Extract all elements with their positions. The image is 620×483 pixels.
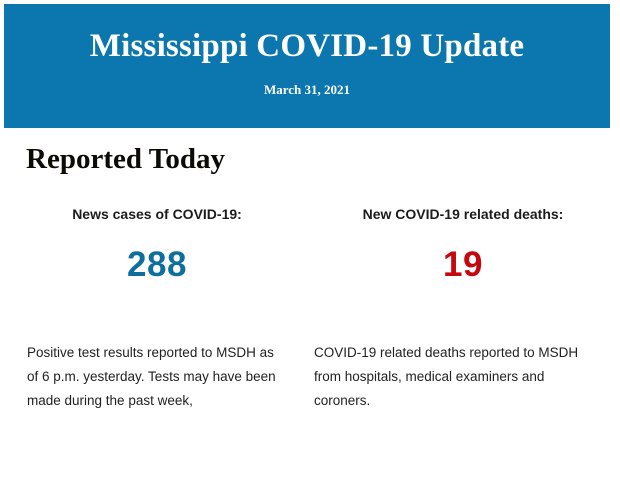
page-title: Mississippi COVID-19 Update — [89, 28, 525, 64]
note-column-new-cases: Positive test results reported to MSDH a… — [4, 341, 310, 413]
header-banner: Mississippi COVID-19 Update March 31, 20… — [4, 4, 610, 128]
note-column-new-deaths: COVID-19 related deaths reported to MSDH… — [310, 341, 616, 413]
note-text-new-cases: Positive test results reported to MSDH a… — [27, 345, 276, 408]
stat-column-new-cases: News cases of COVID-19: 288 — [4, 205, 310, 285]
note-text-new-deaths: COVID-19 related deaths reported to MSDH… — [314, 345, 579, 408]
notes-row: Positive test results reported to MSDH a… — [4, 341, 616, 413]
report-date: March 31, 2021 — [263, 82, 351, 97]
stat-label-new-cases: News cases of COVID-19: — [72, 206, 242, 222]
stat-label-new-deaths: New COVID-19 related deaths: — [362, 206, 564, 222]
section-heading-reported-today: Reported Today — [26, 143, 226, 175]
stat-column-new-deaths: New COVID-19 related deaths: 19 — [310, 205, 616, 285]
stat-value-new-cases: 288 — [127, 245, 187, 284]
stats-row: News cases of COVID-19: 288 New COVID-19… — [4, 205, 616, 285]
stat-value-new-deaths: 19 — [443, 245, 483, 284]
